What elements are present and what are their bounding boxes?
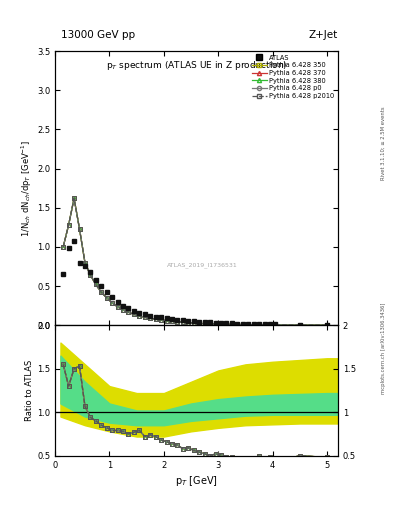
Y-axis label: 1/N$_{ch}$ dN$_{ch}$/dp$_T$ [GeV$^{-1}$]: 1/N$_{ch}$ dN$_{ch}$/dp$_T$ [GeV$^{-1}$] <box>20 139 34 237</box>
Text: ATLAS_2019_I1736531: ATLAS_2019_I1736531 <box>167 262 237 268</box>
Text: p$_T$ spectrum (ATLAS UE in Z production): p$_T$ spectrum (ATLAS UE in Z production… <box>106 59 287 72</box>
Text: 13000 GeV pp: 13000 GeV pp <box>61 30 135 40</box>
Text: mcplots.cern.ch [arXiv:1306.3436]: mcplots.cern.ch [arXiv:1306.3436] <box>381 303 386 394</box>
Legend: ATLAS, Pythia 6.428 350, Pythia 6.428 370, Pythia 6.428 380, Pythia 6.428 p0, Py: ATLAS, Pythia 6.428 350, Pythia 6.428 37… <box>251 53 336 100</box>
X-axis label: p$_T$ [GeV]: p$_T$ [GeV] <box>175 474 218 488</box>
Text: Rivet 3.1.10; ≥ 2.5M events: Rivet 3.1.10; ≥ 2.5M events <box>381 106 386 180</box>
Y-axis label: Ratio to ATLAS: Ratio to ATLAS <box>25 360 34 421</box>
Text: Z+Jet: Z+Jet <box>309 30 338 40</box>
